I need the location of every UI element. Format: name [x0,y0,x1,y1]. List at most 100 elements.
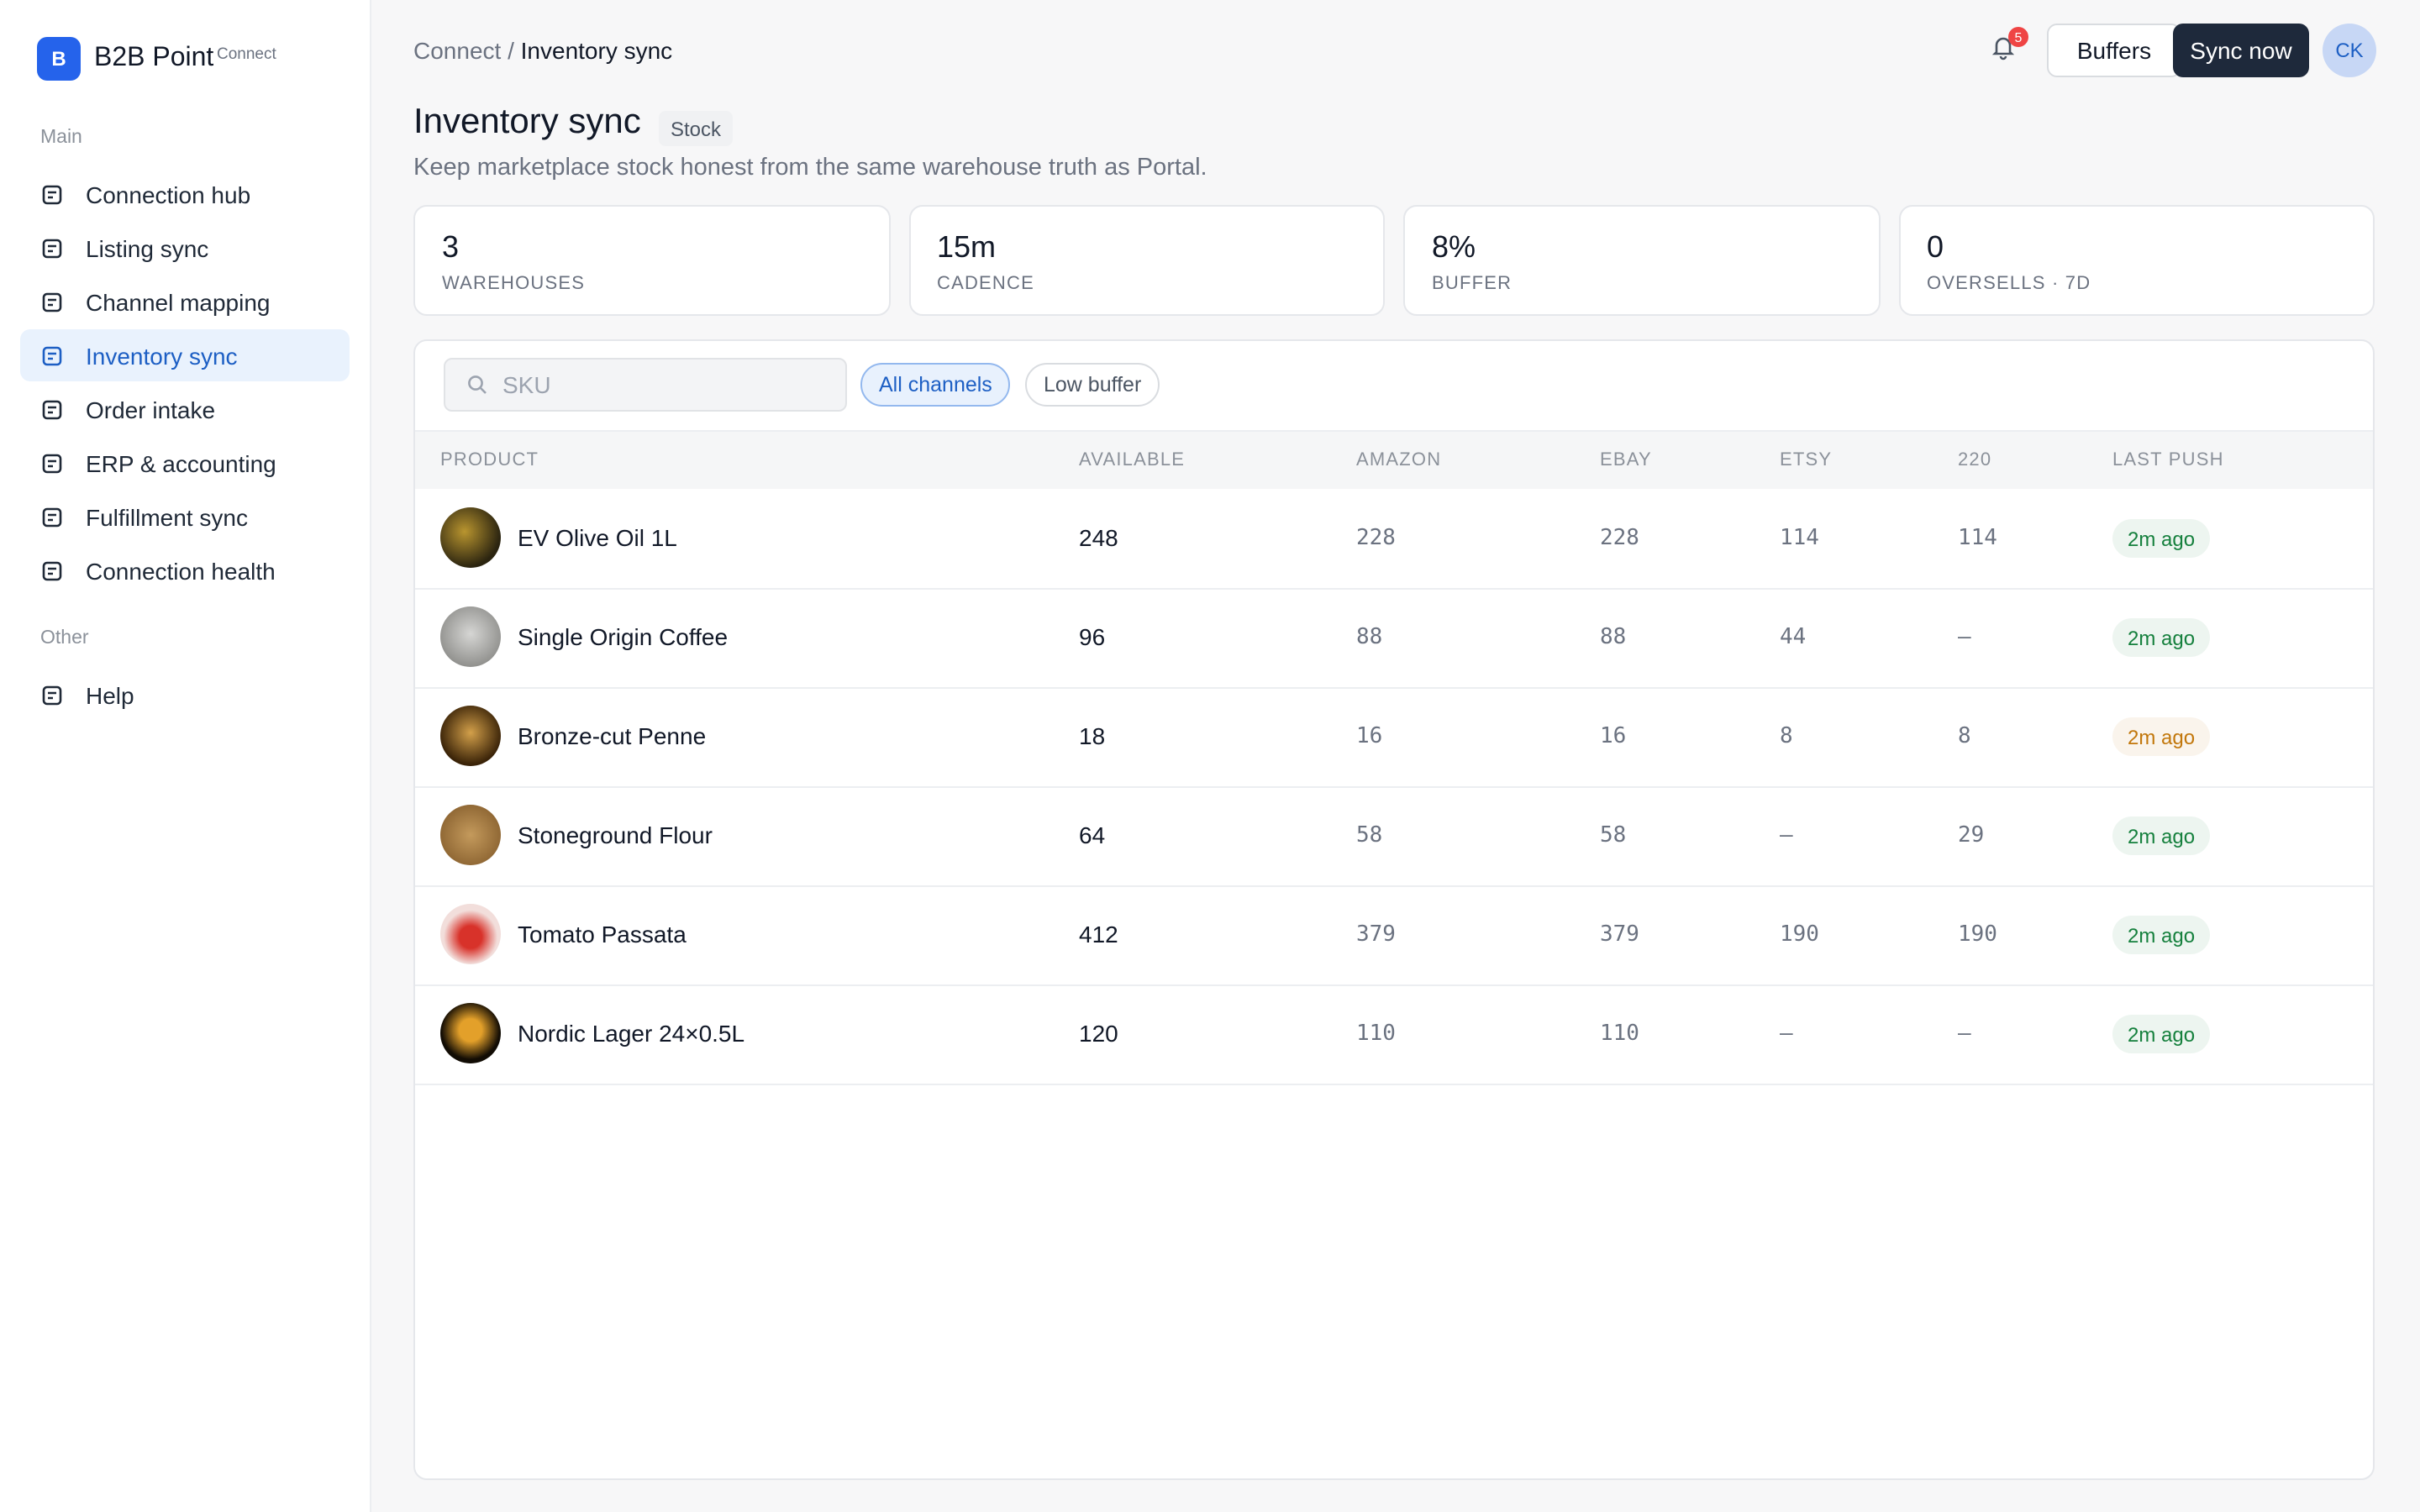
channel-stock: 44 [1780,625,1807,650]
channel-stock: 114 [1958,526,1997,551]
page-title: Inventory sync [413,102,641,141]
column-header: Last push [2112,450,2224,470]
available: 120 [1079,1020,1118,1047]
nav-label: Connection hub [86,181,251,207]
channel-stock: 88 [1600,625,1627,650]
stat-label: Cadence [937,274,1034,294]
filter-chip[interactable]: Low buffer [1025,363,1160,407]
channel-stock: 8 [1958,724,1971,749]
channel-stock: 58 [1600,823,1627,848]
filter-chip[interactable]: All channels [860,363,1011,407]
channel-stock: — [1780,1021,1793,1047]
brand-tag: Connect [217,45,276,64]
nav-item[interactable]: Help [20,669,350,721]
product-name: Stoneground Flour [518,822,713,848]
product-image [440,805,501,865]
table-header: Product Available Amazon eBay Etsy 220 Last pu… [415,430,2373,489]
channel-stock: — [1958,625,1971,650]
last-push: 2m ago [2112,519,2211,558]
breadcrumb-current: Inventory sync [520,37,673,64]
last-push: 2m ago [2112,1015,2211,1053]
product-image [440,1003,501,1063]
product-image [440,507,501,568]
channel-stock: 16 [1600,724,1627,749]
stat-label: Buffer [1432,274,1512,294]
nav-label: Channel mapping [86,288,271,315]
channel-stock: 190 [1958,922,1997,948]
product-name: Bronze-cut Penne [518,722,707,749]
column-header: eBay [1600,450,1652,470]
section-label: Other [40,628,89,648]
last-push: 2m ago [2112,816,2211,855]
available: 96 [1079,623,1106,650]
product-name: EV Olive Oil 1L [518,524,677,551]
buffers-button[interactable]: Buffers [2047,24,2181,77]
column-header: Etsy [1780,450,1833,470]
stat-card: 0 Oversells · 7d [1898,205,2375,316]
nav-label: Order intake [86,396,216,423]
stat-value: 3 [442,230,460,264]
notifications[interactable]: 5 [1990,27,2028,67]
channel-stock: — [1780,823,1793,848]
column-header: Product [440,450,539,470]
nav-item[interactable]: Listing sync [20,222,350,274]
channel-stock: 228 [1356,526,1396,551]
channel-stock: 110 [1600,1021,1639,1047]
nav-label: Listing sync [86,234,209,261]
nav-item[interactable]: Order intake [20,383,350,435]
channel-stock: 8 [1780,724,1793,749]
column-header: Amazon [1356,450,1442,470]
table-row[interactable]: Tomato Passata 412 379 379 190 190 2m ago [415,885,2373,986]
nav-item[interactable]: Channel mapping [20,276,350,328]
table-row[interactable]: Stoneground Flour 64 58 58 — 29 2m ago [415,786,2373,887]
table-row[interactable]: Bronze-cut Penne 18 16 16 8 8 2m ago [415,687,2373,788]
product-name: Nordic Lager 24×0.5L [518,1020,745,1047]
notification-count: 5 [2008,27,2028,47]
product-name: Single Origin Coffee [518,623,729,650]
table-row[interactable]: Single Origin Coffee 96 88 88 44 — 2m ago [415,588,2373,689]
nav-item[interactable]: Fulfillment sync [20,491,350,543]
product-image [440,904,501,964]
column-header: Available [1079,450,1186,470]
nav-label: ERP & accounting [86,449,276,476]
channel-stock: 110 [1356,1021,1396,1047]
page-subtitle: Keep marketplace stock honest from the s… [413,155,1207,181]
breadcrumb: Connect / Inventory sync [413,37,672,64]
sync-button[interactable]: Sync now [2173,24,2309,77]
nav-item[interactable]: ERP & accounting [20,437,350,489]
channel-stock: 379 [1356,922,1396,948]
column-header: 220 [1958,450,1992,470]
table-row[interactable]: Nordic Lager 24×0.5L 120 110 110 — — 2m ago [415,984,2373,1085]
product-image [440,606,501,667]
channel-stock: 114 [1780,526,1819,551]
available: 248 [1079,524,1118,551]
stat-label: Oversells · 7d [1927,274,2091,294]
nav-item[interactable]: Inventory sync [20,329,350,381]
brand: B2B Point [94,44,214,72]
logo: B [37,37,81,81]
last-push: 2m ago [2112,916,2211,954]
stat-value: 0 [1927,230,1944,264]
nav-item[interactable]: Connection hub [20,168,350,220]
channel-stock: 58 [1356,823,1383,848]
nav-label: Fulfillment sync [86,503,248,530]
channel-stock: 16 [1356,724,1383,749]
stat-card: 3 Warehouses [413,205,890,316]
channel-stock: 379 [1600,922,1639,948]
table-row[interactable]: EV Olive Oil 1L 248 228 228 114 114 2m ago [415,489,2373,590]
channel-stock: 29 [1958,823,1985,848]
nav-label: Connection health [86,557,276,584]
product-image [440,706,501,766]
nav-label: Help [86,681,134,708]
page-tag: Stock [659,111,734,146]
search-placeholder: SKU [502,371,551,398]
inventory-table: SKU All channels Low buffer Product Availabl… [413,339,2375,1480]
search-input[interactable]: SKU [444,358,847,412]
stat-value: 15m [937,230,997,264]
nav-item[interactable]: Connection health [20,544,350,596]
breadcrumb-parent[interactable]: Connect / [413,37,514,64]
last-push: 2m ago [2112,717,2211,756]
stat-card: 8% Buffer [1403,205,1880,316]
avatar[interactable]: CK [2323,24,2376,77]
